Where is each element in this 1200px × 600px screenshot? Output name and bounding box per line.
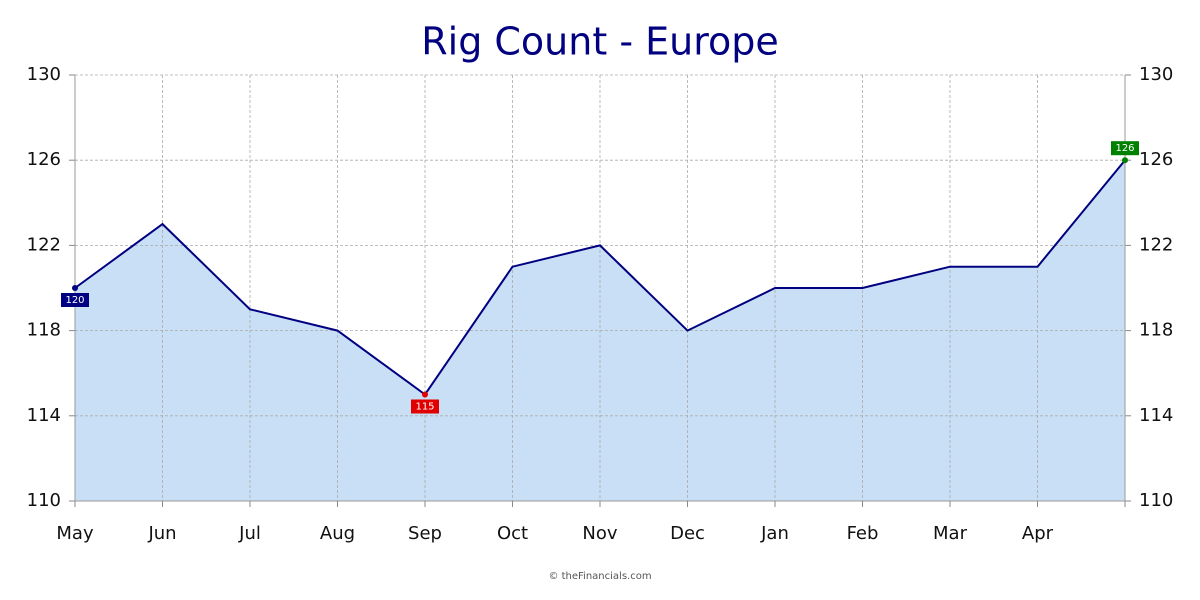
value-label: 115 — [415, 402, 434, 413]
y-tick-label: 114 — [27, 405, 61, 426]
line — [74, 159, 1126, 396]
y-tick-label: 122 — [27, 234, 61, 255]
y2-tick-label: 118 — [1139, 320, 1173, 341]
value-label-box — [61, 293, 89, 307]
point — [72, 285, 78, 291]
point — [422, 391, 428, 398]
x-tick-label: Oct — [497, 523, 528, 544]
x-tick-label: Mar — [933, 523, 968, 544]
y2-tick-label: 122 — [1139, 234, 1173, 255]
value-label: 120 — [65, 295, 84, 306]
y2-tick-label: 114 — [1139, 405, 1173, 426]
y-tick-label: 118 — [27, 320, 61, 341]
x-tick-label: Feb — [847, 523, 879, 544]
x-tick-label: Dec — [670, 523, 705, 544]
x-tick-label: Jan — [760, 523, 789, 544]
y2-tick-label: 130 — [1139, 64, 1173, 85]
x-tick-label: Jul — [238, 523, 261, 544]
x-tick-label: Apr — [1022, 523, 1054, 544]
value-label: 126 — [1115, 143, 1134, 154]
x-tick-label: Sep — [408, 523, 442, 544]
value-label-box — [1111, 141, 1139, 156]
y2-tick-label: 110 — [1139, 490, 1173, 511]
x-tick-label: May — [56, 523, 94, 544]
chart-title: Rig Count - Europe — [421, 20, 779, 64]
y-tick-label: 110 — [27, 490, 61, 511]
footer: © theFinancials.com — [548, 571, 651, 582]
point — [1122, 157, 1128, 164]
x-tick-label: Nov — [582, 523, 617, 544]
y2-tick-label: 126 — [1139, 149, 1173, 170]
x-tick-label: Aug — [320, 523, 355, 544]
value-label-box — [411, 399, 439, 414]
y-tick-label: 126 — [27, 149, 61, 170]
x-tick-label: Jun — [147, 523, 176, 544]
y-tick-label: 130 — [27, 64, 61, 85]
